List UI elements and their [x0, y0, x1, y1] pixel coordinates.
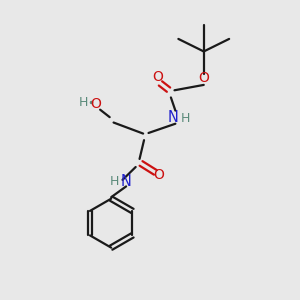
Text: O: O — [198, 71, 209, 85]
Text: N: N — [121, 174, 131, 189]
Text: O: O — [152, 70, 163, 84]
Text: H: H — [79, 96, 88, 109]
Text: H: H — [181, 112, 190, 125]
Text: O: O — [90, 97, 101, 111]
Text: H: H — [110, 175, 119, 188]
Text: O: O — [154, 168, 164, 182]
Text: N: N — [168, 110, 178, 125]
